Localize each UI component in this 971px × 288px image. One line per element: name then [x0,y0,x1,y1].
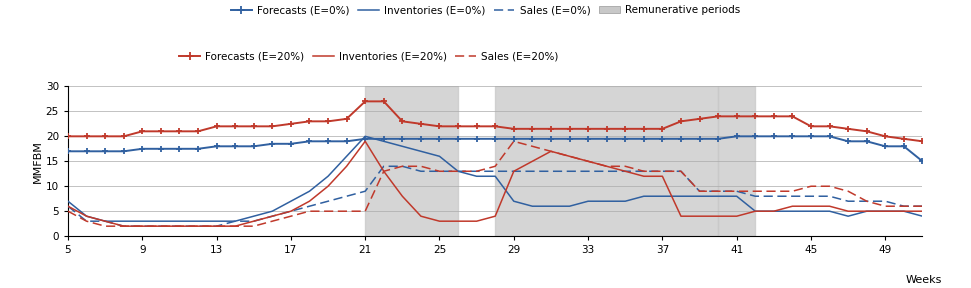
Bar [495,86,719,236]
Bar [365,86,458,236]
Y-axis label: MMFBM: MMFBM [33,140,43,183]
Legend: Forecasts (E=0%), Inventories (E=0%), Sales (E=0%), Remunerative periods: Forecasts (E=0%), Inventories (E=0%), Sa… [231,5,740,15]
Legend: Forecasts (E=20%), Inventories (E=20%), Sales (E=20%): Forecasts (E=20%), Inventories (E=20%), … [180,51,558,61]
Text: Weeks: Weeks [906,275,942,285]
Bar [719,86,755,236]
